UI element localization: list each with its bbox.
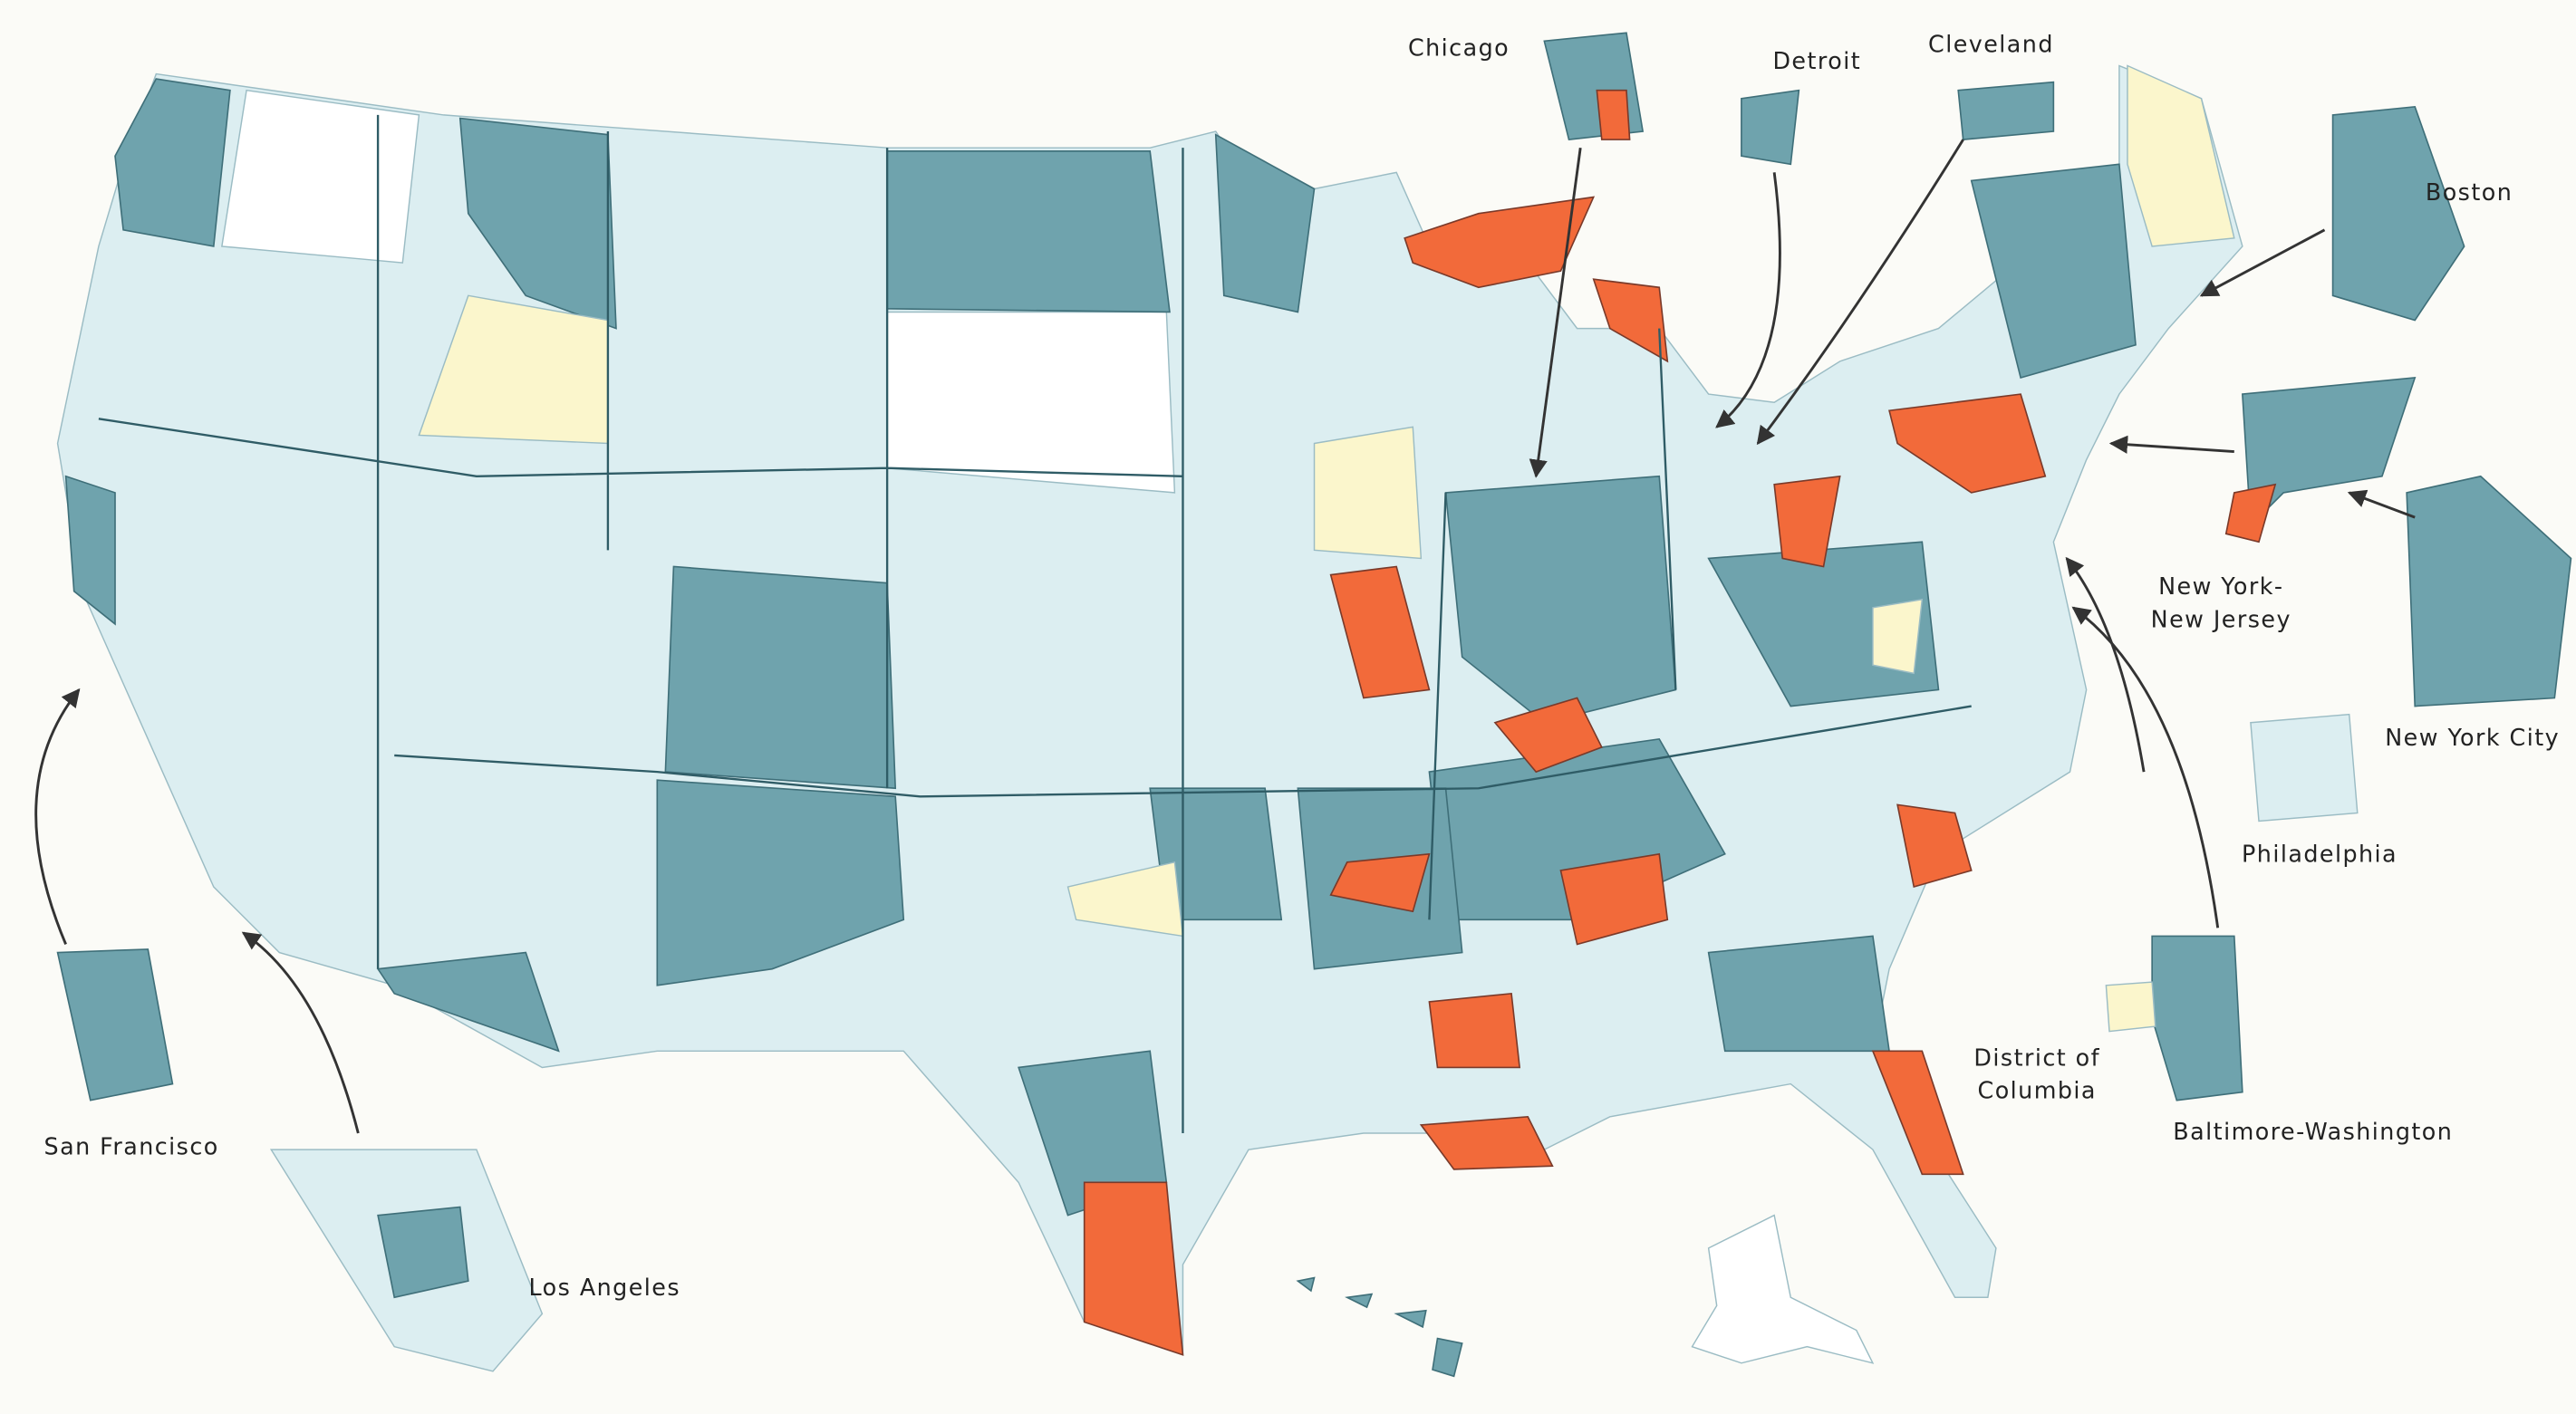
inset-label: New York- xyxy=(2158,572,2283,600)
inset-san-francisco xyxy=(56,948,174,1101)
inset-label: Los Angeles xyxy=(529,1274,681,1301)
region xyxy=(221,89,420,264)
arrow xyxy=(2108,435,2234,454)
region xyxy=(1419,1115,1554,1170)
inset-label: Philadelphia xyxy=(2242,841,2398,868)
region xyxy=(2127,64,2235,247)
region xyxy=(1214,133,1316,313)
region xyxy=(886,149,1171,313)
region xyxy=(1404,196,1596,289)
us-map xyxy=(56,64,2243,1378)
inset-nynj-part xyxy=(2224,483,2277,543)
inset-label: Baltimore-Washington xyxy=(2173,1118,2453,1145)
inset-label: District of xyxy=(1973,1044,2100,1071)
region xyxy=(656,779,905,986)
region xyxy=(1888,393,2047,494)
region xyxy=(458,117,617,330)
inset-detroit xyxy=(1741,89,1800,166)
arrow xyxy=(1756,139,1964,446)
region xyxy=(886,311,1176,494)
arrow xyxy=(2199,228,2326,297)
arrow xyxy=(2071,606,2220,928)
region xyxy=(1970,163,2137,380)
island xyxy=(1296,1276,1463,1378)
inset-label: Chicago xyxy=(1408,34,1510,61)
inset-label: Detroit xyxy=(1772,47,1861,74)
inset-label: New York City xyxy=(2385,724,2560,751)
region xyxy=(1707,935,1891,1053)
region xyxy=(114,78,231,247)
region xyxy=(1313,426,1423,560)
inset-label: Boston xyxy=(2426,178,2513,206)
insets xyxy=(56,32,2572,1372)
region xyxy=(376,951,560,1053)
inset-label: Columbia xyxy=(1978,1077,2097,1104)
inset-los-angeles-core xyxy=(377,1206,469,1299)
arrow xyxy=(2347,489,2416,519)
region xyxy=(1329,565,1431,699)
arrow xyxy=(241,931,360,1134)
region xyxy=(1444,475,1677,724)
state-line xyxy=(98,114,1972,1133)
region xyxy=(1592,278,1669,363)
arrow xyxy=(34,688,81,946)
arrows xyxy=(34,139,2416,1134)
inset-baltimore-washington xyxy=(2151,935,2243,1101)
labels: Chicago Detroit Cleveland Boston New Yor… xyxy=(44,31,2560,1301)
inset-label: Cleveland xyxy=(1928,31,2054,58)
region xyxy=(1559,852,1669,946)
region xyxy=(1872,598,1924,675)
region xyxy=(1428,992,1521,1069)
alaska xyxy=(1691,1214,1875,1364)
arrow xyxy=(1715,172,1781,428)
inset-district-of-columbia xyxy=(2105,981,2156,1033)
region xyxy=(1871,1050,1964,1176)
inset-cleveland xyxy=(1957,81,2055,140)
region xyxy=(664,565,897,790)
region xyxy=(1773,475,1841,568)
inset-new-york-city xyxy=(2406,475,2572,707)
region xyxy=(1493,697,1603,774)
region xyxy=(64,475,116,626)
arrow xyxy=(1529,147,1582,478)
region xyxy=(1896,803,1973,889)
inset-label: San Francisco xyxy=(44,1132,219,1159)
region xyxy=(1083,1181,1184,1356)
inset-philadelphia xyxy=(2250,713,2359,822)
inset-label: New Jersey xyxy=(2151,605,2291,632)
inset-boston xyxy=(2331,105,2465,322)
inset-chicago-part xyxy=(1596,89,1631,140)
region xyxy=(1329,852,1431,913)
